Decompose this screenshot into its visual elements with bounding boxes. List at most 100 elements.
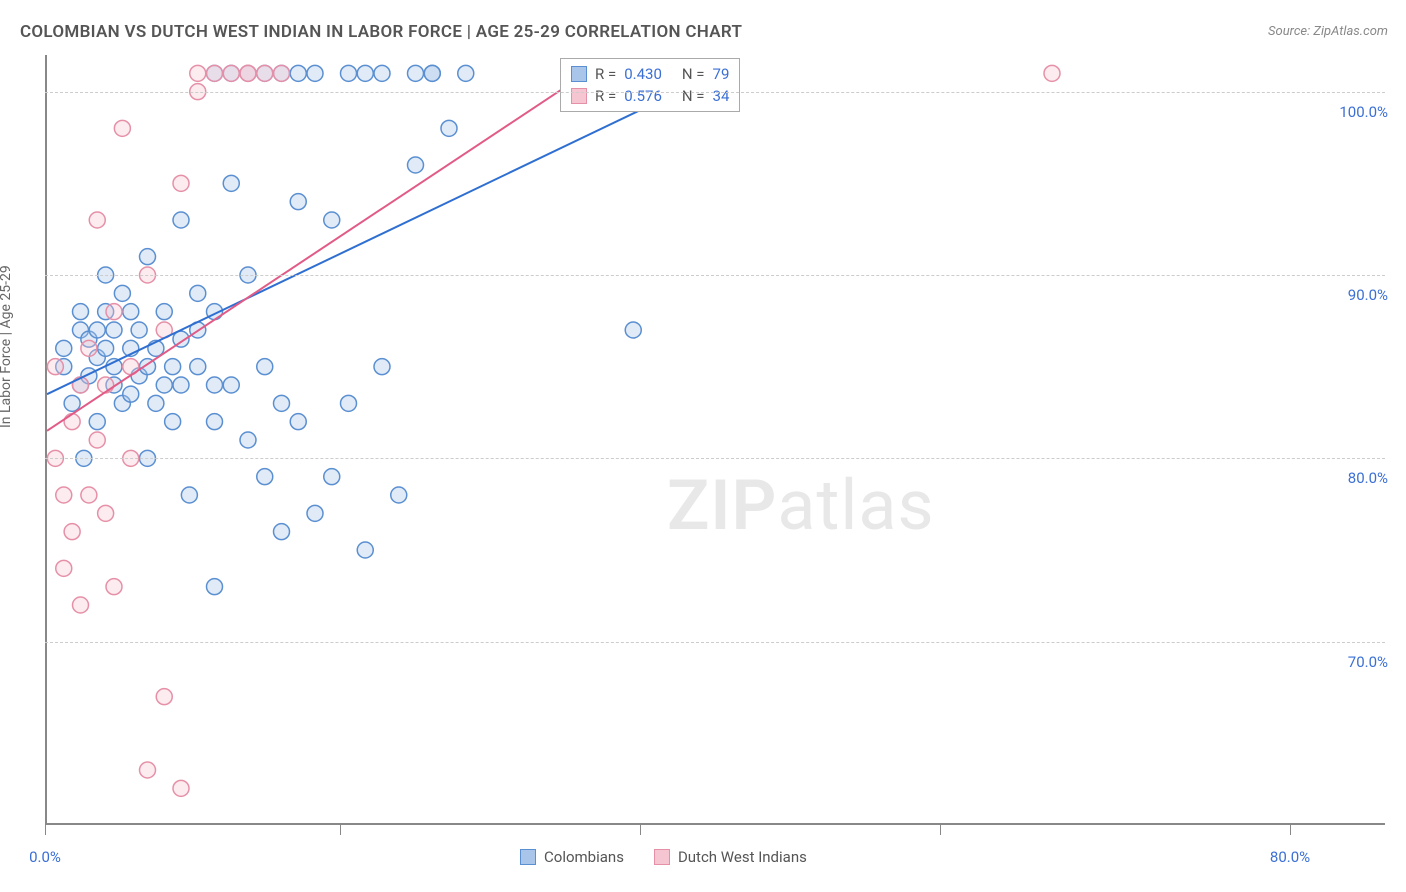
data-point: [240, 432, 256, 448]
data-point: [181, 487, 197, 503]
gridline: [45, 275, 1385, 276]
x-tick: [940, 825, 941, 835]
data-point: [374, 65, 390, 81]
data-point: [56, 487, 72, 503]
data-point: [441, 120, 457, 136]
data-point: [114, 120, 130, 136]
data-point: [73, 597, 89, 613]
legend-label-colombians: Colombians: [544, 848, 624, 866]
stats-row-colombians: R = 0.430 N = 79: [571, 63, 729, 85]
n-value-colombians: 79: [713, 65, 730, 83]
data-point: [156, 304, 172, 320]
data-point: [173, 780, 189, 796]
stats-swatch-colombians: [571, 66, 587, 82]
data-point: [64, 414, 80, 430]
data-point: [173, 212, 189, 228]
data-point: [257, 65, 273, 81]
data-point: [274, 524, 290, 540]
data-point: [341, 65, 357, 81]
y-tick-label: 90.0%: [1348, 286, 1388, 304]
r-value-colombians: 0.430: [624, 65, 662, 83]
r-label: R =: [595, 65, 616, 83]
n-value-dutch: 34: [713, 87, 730, 105]
data-point: [290, 194, 306, 210]
r-label: R =: [595, 87, 616, 105]
data-point: [307, 505, 323, 521]
data-point: [223, 377, 239, 393]
legend-item-colombians: Colombians: [520, 848, 624, 866]
data-point: [64, 395, 80, 411]
gridline: [45, 642, 1385, 643]
data-point: [290, 414, 306, 430]
data-point: [290, 65, 306, 81]
data-point: [357, 542, 373, 558]
data-point: [89, 212, 105, 228]
data-point: [89, 432, 105, 448]
data-point: [89, 322, 105, 338]
legend-swatch-dutch: [654, 849, 670, 865]
source-attribution: Source: ZipAtlas.com: [1268, 24, 1388, 39]
x-tick: [1290, 825, 1291, 835]
data-point: [156, 377, 172, 393]
data-point: [131, 322, 147, 338]
data-point: [257, 469, 273, 485]
data-point: [140, 762, 156, 778]
data-point: [458, 65, 474, 81]
data-point: [190, 65, 206, 81]
stats-swatch-dutch: [571, 88, 587, 104]
data-point: [114, 285, 130, 301]
data-point: [148, 395, 164, 411]
data-point: [106, 304, 122, 320]
chart-title: COLOMBIAN VS DUTCH WEST INDIAN IN LABOR …: [20, 22, 742, 42]
data-point: [223, 65, 239, 81]
data-point: [173, 175, 189, 191]
legend: Colombians Dutch West Indians: [520, 848, 807, 866]
data-point: [123, 386, 139, 402]
data-point: [207, 579, 223, 595]
stats-row-dutch: R = 0.576 N = 34: [571, 85, 729, 107]
data-point: [98, 377, 114, 393]
data-point: [424, 65, 440, 81]
stats-box: R = 0.430 N = 79 R = 0.576 N = 34: [560, 58, 740, 112]
data-point: [73, 304, 89, 320]
data-point: [391, 487, 407, 503]
data-point: [89, 414, 105, 430]
data-point: [190, 285, 206, 301]
x-tick-label: 0.0%: [29, 848, 61, 866]
data-point: [341, 395, 357, 411]
n-label: N =: [682, 87, 705, 105]
r-value-dutch: 0.576: [624, 87, 662, 105]
data-point: [56, 560, 72, 576]
y-tick-label: 100.0%: [1339, 103, 1388, 121]
data-point: [324, 212, 340, 228]
data-point: [98, 340, 114, 356]
data-point: [156, 689, 172, 705]
data-point: [1044, 65, 1060, 81]
x-tick: [340, 825, 341, 835]
data-point: [207, 377, 223, 393]
x-tick-label: 80.0%: [1270, 848, 1310, 866]
data-point: [81, 340, 97, 356]
data-point: [324, 469, 340, 485]
data-point: [190, 359, 206, 375]
data-point: [257, 359, 273, 375]
data-point: [274, 395, 290, 411]
data-point: [106, 579, 122, 595]
data-point: [274, 65, 290, 81]
data-point: [223, 175, 239, 191]
data-point: [56, 340, 72, 356]
data-point: [81, 487, 97, 503]
data-point: [207, 65, 223, 81]
data-point: [240, 65, 256, 81]
data-point: [165, 359, 181, 375]
data-point: [307, 65, 323, 81]
data-point: [140, 249, 156, 265]
data-point: [357, 65, 373, 81]
gridline: [45, 92, 1385, 93]
data-point: [73, 377, 89, 393]
plot-svg: [47, 55, 1387, 825]
data-point: [207, 414, 223, 430]
data-point: [64, 524, 80, 540]
data-point: [408, 65, 424, 81]
gridline: [45, 458, 1385, 459]
